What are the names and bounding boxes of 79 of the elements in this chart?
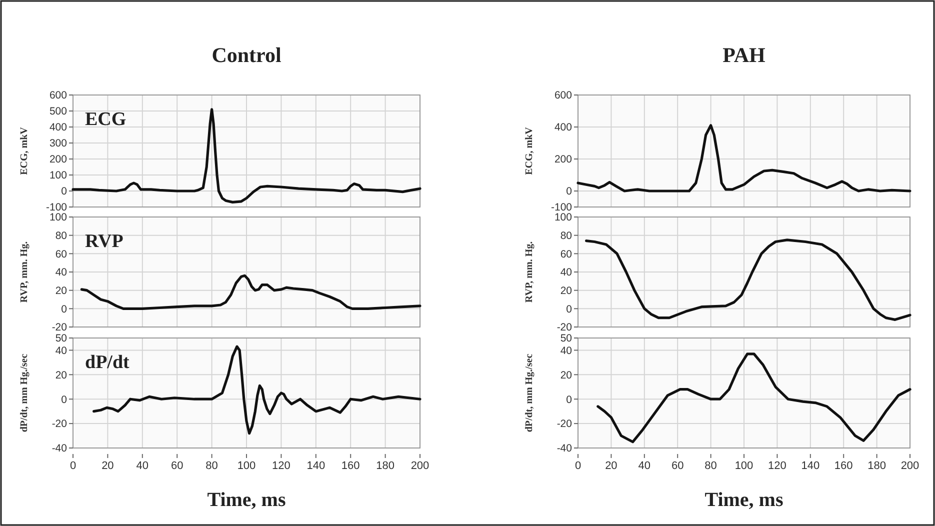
y-tick-label: 40 bbox=[55, 266, 68, 279]
y-tick-label: -20 bbox=[556, 322, 572, 334]
y-tick-label: -40 bbox=[52, 442, 68, 455]
y-tick-label: -100 bbox=[550, 202, 572, 214]
y-tick-label: 600 bbox=[49, 90, 68, 102]
x-tick-label: 160 bbox=[341, 460, 360, 472]
y-tick-label: -20 bbox=[556, 418, 572, 430]
y-tick-label: 60 bbox=[560, 248, 572, 260]
x-tick-label: 20 bbox=[102, 460, 114, 472]
line-series bbox=[585, 238, 912, 321]
x-axis-title: Time, ms bbox=[207, 489, 286, 511]
y-axis-title: dP/dt, mm Hg./sec bbox=[19, 353, 30, 432]
x-tick-label: 40 bbox=[136, 460, 149, 472]
x-tick-label: 60 bbox=[671, 460, 684, 472]
line-series bbox=[576, 124, 912, 192]
y-axis-title: RVP, mm. Hg. bbox=[524, 240, 535, 303]
annotation: dP/dt bbox=[85, 352, 130, 373]
y-axis-title: ECG, mkV bbox=[524, 126, 535, 175]
y-tick-label: 40 bbox=[55, 344, 68, 357]
x-tick-label: 0 bbox=[574, 460, 582, 472]
y-tick-label: 0 bbox=[61, 186, 68, 198]
y-tick-label: 100 bbox=[49, 170, 68, 182]
x-tick-label: 100 bbox=[734, 460, 754, 472]
y-tick-label: 100 bbox=[49, 212, 68, 224]
y-tick-label: -40 bbox=[556, 442, 572, 455]
x-tick-label: 140 bbox=[306, 460, 326, 472]
chart-title: Control bbox=[212, 43, 282, 67]
y-tick-label: 60 bbox=[55, 248, 68, 260]
line-series bbox=[596, 352, 912, 444]
x-tick-label: 0 bbox=[70, 460, 76, 472]
y-axis-title: ECG, mkV bbox=[19, 126, 30, 175]
y-axis-title: dP/dt, mm Hg./sec bbox=[524, 353, 535, 432]
y-tick-label: 20 bbox=[560, 285, 572, 298]
x-tick-label: 120 bbox=[272, 460, 290, 472]
y-axis-title: RVP, mm. Hg. bbox=[19, 240, 30, 303]
x-tick-label: 20 bbox=[605, 460, 618, 472]
line-series bbox=[72, 108, 422, 204]
x-tick-label: 80 bbox=[206, 460, 218, 472]
y-tick-label: 50 bbox=[55, 332, 68, 345]
y-tick-label: -100 bbox=[46, 202, 68, 214]
x-tick-label: 180 bbox=[868, 460, 886, 472]
y-tick-label: 0 bbox=[61, 303, 68, 316]
y-tick-label: 40 bbox=[560, 344, 572, 357]
annotation: ECG bbox=[85, 109, 126, 130]
y-tick-label: -20 bbox=[52, 418, 68, 430]
x-tick-label: 80 bbox=[704, 460, 717, 472]
y-tick-label: 20 bbox=[55, 285, 68, 298]
y-tick-label: 300 bbox=[49, 138, 68, 150]
y-tick-label: 200 bbox=[554, 154, 572, 166]
x-tick-label: 100 bbox=[237, 460, 256, 472]
y-tick-label: 500 bbox=[49, 106, 68, 118]
y-tick-label: 200 bbox=[49, 154, 68, 166]
y-tick-label: 400 bbox=[49, 122, 68, 134]
y-tick-label: 400 bbox=[554, 122, 572, 134]
x-tick-label: 160 bbox=[834, 460, 853, 472]
y-tick-label: 600 bbox=[554, 90, 572, 102]
y-tick-label: 40 bbox=[560, 266, 572, 279]
x-tick-label: 200 bbox=[410, 460, 430, 472]
y-tick-label: 100 bbox=[554, 212, 572, 224]
y-tick-label: 0 bbox=[566, 303, 572, 316]
x-tick-label: 60 bbox=[170, 460, 184, 472]
y-tick-label: 20 bbox=[560, 369, 572, 382]
chart-title: PAH bbox=[722, 43, 766, 67]
annotation: RVP bbox=[85, 231, 124, 252]
x-tick-label: 120 bbox=[768, 460, 786, 472]
y-tick-label: 80 bbox=[560, 230, 572, 242]
y-tick-label: 80 bbox=[55, 230, 68, 242]
x-tick-label: 140 bbox=[801, 460, 820, 472]
y-tick-label: 0 bbox=[566, 186, 572, 198]
x-tick-label: 180 bbox=[376, 460, 394, 472]
x-tick-label: 200 bbox=[900, 460, 920, 472]
y-tick-label: 0 bbox=[61, 394, 68, 406]
y-tick-label: 50 bbox=[560, 332, 572, 345]
line-series bbox=[80, 274, 422, 310]
x-tick-label: 40 bbox=[638, 460, 651, 472]
x-axis-title: Time, ms bbox=[704, 489, 784, 511]
y-tick-label: -20 bbox=[52, 322, 68, 334]
y-tick-label: 20 bbox=[55, 369, 68, 382]
y-tick-label: 0 bbox=[566, 394, 572, 406]
